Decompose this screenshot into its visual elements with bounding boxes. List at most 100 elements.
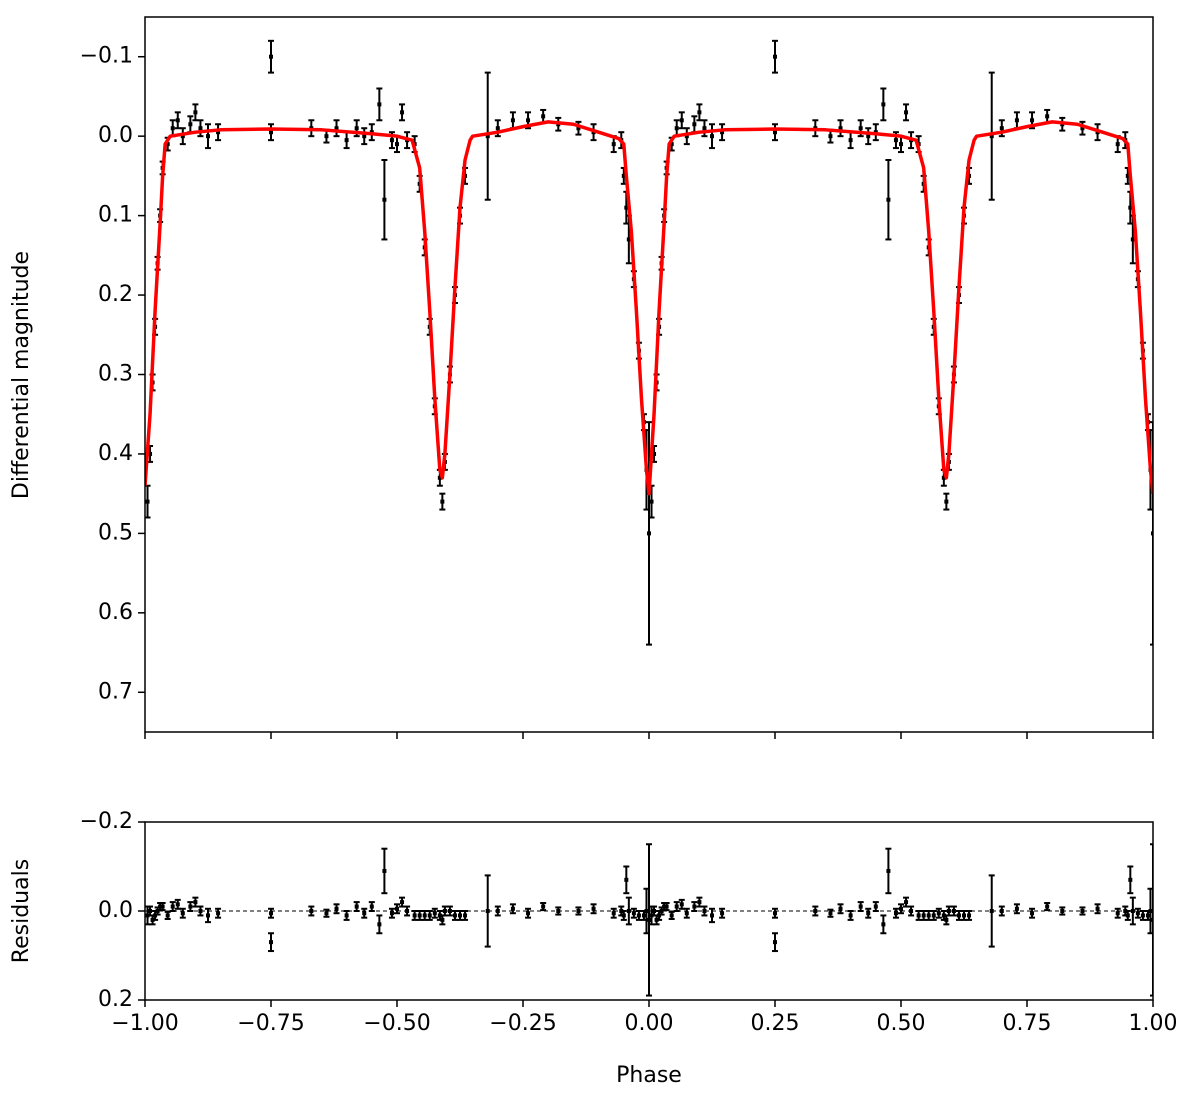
error-bar: [439, 492, 446, 511]
error-bar: [903, 896, 910, 908]
error-bar: [494, 905, 501, 917]
point: [377, 102, 382, 107]
error-bar: [691, 901, 698, 912]
x-axis-label: Phase: [616, 1063, 682, 1088]
point: [442, 909, 447, 913]
point: [175, 118, 180, 123]
x-tick-label: 0.00: [625, 1011, 674, 1036]
error-bar: [555, 906, 562, 916]
y-tick-label: 0.7: [98, 679, 133, 704]
error-bar: [174, 111, 181, 130]
point: [644, 909, 649, 913]
point: [652, 909, 657, 913]
point: [944, 499, 949, 504]
point: [158, 904, 163, 909]
point: [702, 909, 707, 913]
point: [1045, 114, 1050, 119]
point: [452, 913, 457, 918]
error-bar: [709, 907, 715, 924]
error-bar: [1124, 910, 1131, 921]
x-tick-label: −0.25: [489, 1011, 556, 1036]
point: [773, 130, 777, 135]
point: [697, 110, 702, 115]
error-bar: [620, 910, 627, 921]
error-bar: [623, 865, 630, 895]
point: [828, 134, 833, 139]
point: [1014, 118, 1019, 123]
error-bar: [1094, 903, 1101, 915]
point: [510, 118, 515, 123]
error-bar: [394, 903, 400, 915]
error-bar: [719, 907, 726, 919]
error-bar: [837, 903, 844, 915]
error-bar: [646, 843, 652, 997]
error-bar: [1129, 896, 1136, 926]
point: [432, 911, 437, 916]
point: [999, 909, 1004, 913]
error-bar: [865, 127, 872, 146]
error-bar: [159, 901, 166, 912]
error-bar: [610, 907, 617, 919]
point: [773, 54, 777, 59]
point: [485, 134, 490, 139]
error-bar: [857, 901, 864, 912]
plot-frame: [144, 821, 1154, 1001]
point: [941, 475, 946, 480]
point: [405, 909, 410, 913]
point: [188, 904, 193, 909]
error-bar: [164, 910, 171, 921]
point: [904, 900, 909, 905]
error-bar: [333, 903, 340, 915]
point: [362, 134, 367, 139]
point: [309, 909, 314, 913]
point: [1115, 911, 1120, 916]
point: [702, 126, 707, 131]
point: [679, 118, 684, 123]
error-bar: [1114, 907, 1121, 919]
error-bar: [1127, 865, 1134, 895]
error-bar: [308, 905, 315, 917]
error-bar: [988, 71, 995, 201]
error-bar: [1029, 907, 1036, 919]
error-bar: [540, 901, 547, 912]
y-axis-label: Residuals: [9, 859, 34, 963]
error-bar: [192, 103, 199, 122]
point: [269, 911, 273, 916]
point: [858, 904, 863, 909]
plot-frame: [144, 16, 1154, 733]
point: [916, 913, 921, 918]
point: [886, 868, 891, 873]
point: [1060, 909, 1065, 913]
point: [899, 142, 903, 147]
point: [647, 531, 651, 536]
error-bar: [925, 910, 932, 921]
error-bar: [1013, 903, 1020, 915]
error-bar: [575, 120, 582, 136]
x-tick-label: 0.75: [1003, 1011, 1052, 1036]
point: [556, 909, 561, 913]
point: [893, 911, 898, 916]
point: [624, 205, 629, 210]
error-bar: [701, 905, 708, 917]
error-bar: [268, 123, 274, 142]
x-tick-label: 0.50: [877, 1011, 926, 1036]
point: [334, 906, 339, 911]
point: [720, 911, 725, 916]
error-bar: [484, 874, 491, 948]
x-tick-label: −0.75: [237, 1011, 304, 1036]
x-tick-label: −0.50: [363, 1011, 430, 1036]
error-bar: [943, 492, 950, 511]
error-bar: [399, 103, 406, 122]
point: [1130, 237, 1135, 242]
y-tick-label: −0.1: [80, 44, 133, 69]
point: [447, 909, 452, 913]
point: [641, 913, 646, 918]
point: [1128, 877, 1133, 882]
point: [944, 917, 949, 922]
point: [962, 913, 966, 918]
error-bar: [411, 910, 418, 921]
point: [881, 922, 886, 927]
error-bar: [898, 135, 904, 154]
error-bar: [361, 127, 368, 146]
